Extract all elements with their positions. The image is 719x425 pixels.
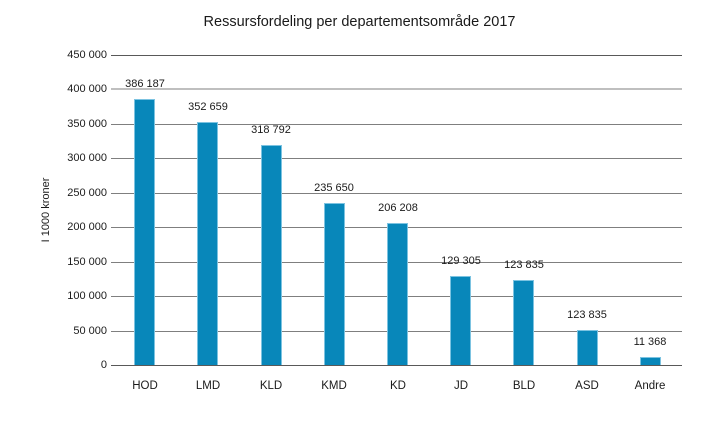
x-tick-label: LMD bbox=[195, 380, 221, 392]
y-tick-label: 250 000 bbox=[67, 187, 107, 199]
y-tick-label: 400 000 bbox=[67, 83, 107, 95]
bar-value-label: 123 835 bbox=[567, 309, 607, 321]
gridline bbox=[111, 158, 682, 159]
chart-title: Ressursfordeling per departementsområde … bbox=[203, 14, 516, 30]
bar bbox=[640, 357, 661, 365]
x-tick-label: Andre bbox=[634, 380, 666, 392]
gridline bbox=[111, 88, 682, 90]
y-tick-label: 300 000 bbox=[67, 152, 107, 164]
bar bbox=[450, 276, 471, 365]
bar-value-label: 206 208 bbox=[378, 202, 418, 214]
x-tick-label: KLD bbox=[259, 380, 283, 392]
x-tick-label: JD bbox=[453, 380, 469, 392]
bar bbox=[577, 330, 598, 365]
bar-value-label: 386 187 bbox=[125, 78, 165, 90]
x-tick-label: HOD bbox=[132, 380, 158, 392]
bar-value-label: 129 305 bbox=[441, 255, 481, 267]
bar bbox=[513, 280, 534, 365]
gridline bbox=[111, 365, 682, 366]
bar bbox=[261, 145, 282, 365]
bar bbox=[134, 99, 155, 365]
y-tick-label: 50 000 bbox=[73, 325, 107, 337]
bar-value-label: 123 835 bbox=[504, 259, 544, 271]
y-tick-label: 100 000 bbox=[67, 290, 107, 302]
gridline bbox=[111, 55, 682, 56]
x-axis: HOD LMD KLD KMD KD JD BLD ASD Andre bbox=[113, 373, 682, 393]
y-tick-label: 0 bbox=[100, 359, 107, 371]
gridline bbox=[111, 193, 682, 194]
bar-value-label: 352 659 bbox=[188, 101, 228, 113]
bar bbox=[197, 122, 218, 365]
y-tick-label: 150 000 bbox=[67, 256, 107, 268]
y-tick-label: 450 000 bbox=[67, 49, 107, 61]
bar bbox=[324, 203, 345, 365]
y-axis: 0 50 000 100 000 150 000 200 000 250 000 300 0… bbox=[0, 49, 107, 371]
bar-value-label: 235 650 bbox=[314, 182, 354, 194]
bar-value-label: 318 792 bbox=[251, 124, 291, 136]
plot-area: 386 187 352 659 318 792 235 650 206 208 129 3… bbox=[111, 55, 682, 366]
y-tick-label: 350 000 bbox=[67, 118, 107, 130]
x-tick-label: ASD bbox=[575, 380, 599, 392]
x-tick-label: BLD bbox=[512, 380, 536, 392]
x-tick-label: KMD bbox=[321, 380, 347, 392]
x-tick-label: KD bbox=[390, 380, 406, 392]
bar-value-label: 11 368 bbox=[633, 336, 667, 348]
bar bbox=[387, 223, 408, 365]
gridline bbox=[111, 124, 682, 125]
y-tick-label: 200 000 bbox=[67, 221, 107, 233]
